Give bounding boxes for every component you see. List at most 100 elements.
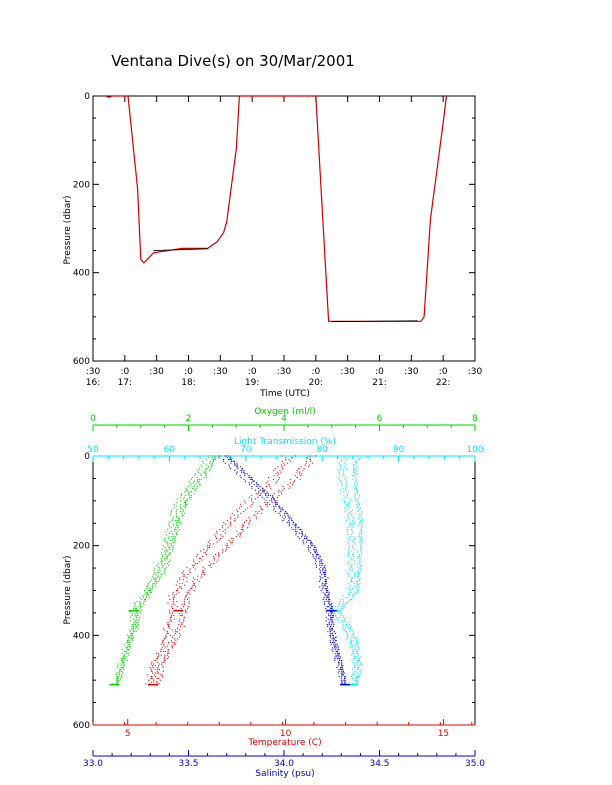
oxygen-point [181, 512, 183, 515]
salinity-point [337, 672, 339, 674]
light-point [343, 615, 345, 617]
salinity-point [327, 625, 329, 628]
light-point [344, 618, 346, 620]
x-tick-label: :0 [120, 367, 129, 377]
temperature-point [162, 676, 164, 678]
oxygen-point [153, 573, 155, 576]
oxygen-point [147, 582, 149, 584]
oxygen-point [165, 530, 167, 532]
temperature-point [256, 518, 258, 520]
oxygen-point [151, 584, 154, 586]
temperature-point [222, 550, 224, 552]
oxygen-point [180, 523, 182, 525]
salinity-point [325, 598, 327, 601]
salinity-point [232, 460, 234, 462]
oxygen-point [131, 624, 133, 626]
oxygen-point [133, 624, 135, 626]
light-point [358, 554, 360, 556]
light-point [339, 466, 341, 468]
temperature-point [281, 466, 283, 468]
salinity-point [335, 647, 337, 649]
light-point [353, 674, 355, 676]
temperature-point [151, 665, 154, 667]
light-point [350, 511, 352, 513]
salinity-tick-label: 33.5 [178, 759, 198, 769]
oxygen-point [205, 475, 207, 477]
temperature-point [208, 546, 211, 549]
oxygen-point [157, 572, 159, 574]
salinity-point [338, 668, 340, 671]
light-point [354, 543, 356, 545]
salinity-point [344, 676, 346, 678]
salinity-point [243, 469, 245, 471]
oxygen-point [129, 629, 131, 631]
temperature-point [213, 563, 215, 565]
salinity-point [327, 577, 329, 579]
salinity-point [328, 591, 330, 593]
salinity-point [345, 681, 347, 683]
salinity-point [246, 473, 248, 475]
temperature-point [163, 661, 165, 663]
temperature-point [194, 563, 196, 565]
salinity-point [324, 595, 326, 597]
oxygen-point [165, 550, 167, 552]
temperature-point [264, 502, 266, 504]
oxygen-point [121, 652, 123, 654]
light-point [342, 625, 344, 628]
oxygen-point [139, 600, 141, 602]
oxygen-point [137, 615, 139, 617]
light-point [353, 475, 355, 477]
light-point [358, 494, 361, 497]
temperature-point [210, 566, 212, 568]
temperature-point [176, 606, 178, 608]
temperature-point [184, 598, 186, 601]
light-point [352, 530, 354, 532]
oxygen-point [175, 511, 177, 513]
temperature-point [186, 591, 188, 593]
light-point [350, 625, 352, 628]
oxygen-point [130, 620, 132, 622]
temperature-point [265, 482, 267, 484]
temperature-point [225, 545, 227, 547]
light-point [350, 640, 352, 642]
salinity-point [290, 518, 292, 520]
salinity-point [310, 543, 312, 545]
salinity-point [338, 663, 340, 665]
oxygen-point [153, 568, 155, 570]
light-point [342, 607, 344, 610]
oxygen-point [163, 557, 166, 559]
light-point [342, 624, 344, 626]
salinity-point [228, 455, 230, 457]
salinity-point [332, 636, 334, 638]
oxygen-point [172, 545, 174, 547]
salinity-point [276, 502, 278, 504]
oxygen-point [161, 548, 163, 550]
salinity-point [330, 618, 332, 620]
oxygen-point [210, 460, 212, 462]
light-point [353, 656, 355, 658]
salinity-point [259, 489, 261, 491]
oxygen-point [139, 613, 141, 615]
light-point [342, 622, 344, 624]
oxygen-point [160, 561, 162, 563]
salinity-point [327, 597, 329, 599]
light-point [350, 500, 352, 502]
light-point [356, 643, 358, 645]
oxygen-point [185, 507, 187, 509]
salinity-point [235, 473, 237, 475]
temperature-point [161, 674, 163, 676]
salinity-point [299, 537, 301, 540]
temperature-point [183, 625, 185, 628]
oxygen-point [131, 627, 133, 629]
temperature-point [216, 561, 218, 563]
temperature-point [183, 600, 186, 602]
temperature-point [164, 654, 166, 656]
oxygen-point [177, 527, 179, 529]
oxygen-point [169, 548, 171, 550]
salinity-point [307, 539, 309, 541]
temperature-point [215, 554, 217, 556]
light-point [344, 460, 346, 462]
light-point [360, 539, 362, 541]
salinity-point [319, 575, 321, 577]
light-point [359, 514, 361, 516]
